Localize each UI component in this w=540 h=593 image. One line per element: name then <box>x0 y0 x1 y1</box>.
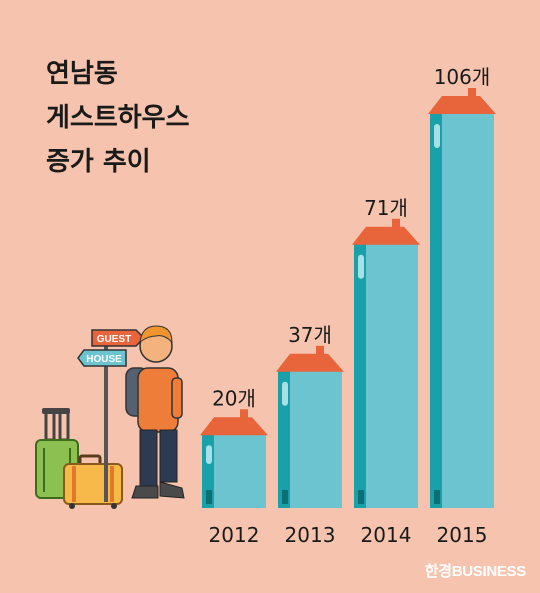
data-label-2014: 71개 <box>364 196 408 220</box>
title-line-2: 게스트하우스 <box>46 103 190 133</box>
bars-group <box>200 88 496 509</box>
chart-title: 연남동 게스트하우스 증가 추이 <box>46 52 190 184</box>
data-labels-group: 20개 37개 71개 106개 <box>212 65 490 410</box>
data-label-2015: 106개 <box>434 65 491 89</box>
yellow-suitcase-icon <box>63 454 123 509</box>
bar-2013 <box>276 345 344 508</box>
publisher-logo: 한경BUSINESS <box>424 563 527 580</box>
bar-2014 <box>352 218 420 509</box>
traveler-illustration: GUEST HOUSE <box>35 325 185 509</box>
data-label-2012: 20개 <box>212 386 256 410</box>
x-tick-2012: 2012 <box>209 523 260 547</box>
data-label-2013: 37개 <box>288 323 332 347</box>
sign-top-text: GUEST <box>97 334 131 345</box>
x-tick-2014: 2014 <box>361 523 412 547</box>
bar-2015 <box>428 88 496 508</box>
sign-bottom-text: HOUSE <box>86 354 122 365</box>
x-tick-2015: 2015 <box>437 523 488 547</box>
traveler-figure <box>125 325 185 499</box>
x-tick-labels-group: 2012 2013 2014 2015 <box>209 523 488 547</box>
guesthouse-sign: GUEST HOUSE <box>77 329 146 502</box>
bar-2012 <box>200 409 268 508</box>
title-line-3: 증가 추이 <box>46 147 151 177</box>
title-line-1: 연남동 <box>46 59 118 89</box>
x-tick-2013: 2013 <box>285 523 336 547</box>
